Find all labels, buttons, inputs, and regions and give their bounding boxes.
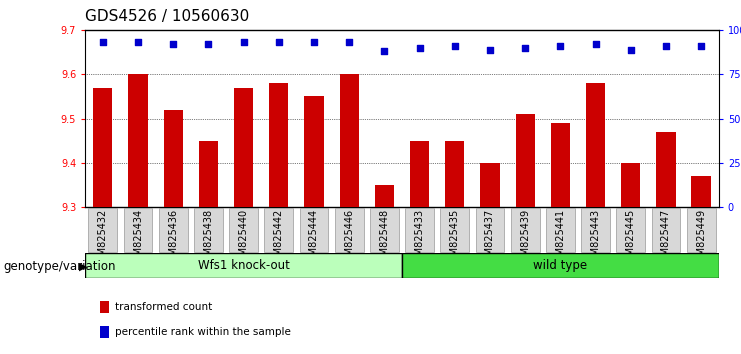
Text: GSM825440: GSM825440 [239, 209, 248, 268]
Point [273, 40, 285, 45]
Text: GSM825441: GSM825441 [556, 209, 565, 268]
Point [695, 43, 707, 49]
Point [449, 43, 461, 49]
FancyBboxPatch shape [476, 208, 505, 252]
Text: GSM825437: GSM825437 [485, 209, 495, 268]
Point [660, 43, 672, 49]
Point [484, 47, 496, 52]
FancyBboxPatch shape [229, 208, 258, 252]
Bar [305, 96, 324, 207]
Point [238, 40, 250, 45]
Bar [234, 87, 253, 207]
FancyBboxPatch shape [370, 208, 399, 252]
FancyBboxPatch shape [402, 253, 719, 278]
Text: Wfs1 knock-out: Wfs1 knock-out [198, 259, 290, 272]
Text: GSM825438: GSM825438 [204, 209, 213, 268]
Text: GSM825436: GSM825436 [168, 209, 178, 268]
Text: GSM825449: GSM825449 [697, 209, 706, 268]
FancyBboxPatch shape [617, 208, 645, 252]
FancyBboxPatch shape [85, 253, 402, 278]
FancyBboxPatch shape [88, 208, 117, 252]
FancyBboxPatch shape [335, 208, 364, 252]
Text: GSM825445: GSM825445 [626, 209, 636, 268]
Text: GSM825443: GSM825443 [591, 209, 600, 268]
Bar [586, 83, 605, 207]
FancyBboxPatch shape [546, 208, 575, 252]
Bar [410, 141, 429, 207]
Point [167, 41, 179, 47]
Text: GDS4526 / 10560630: GDS4526 / 10560630 [85, 9, 250, 24]
Bar [516, 114, 535, 207]
Text: ▶: ▶ [79, 261, 87, 271]
Bar [657, 132, 676, 207]
Bar [128, 74, 147, 207]
Text: GSM825447: GSM825447 [661, 209, 671, 268]
Bar [480, 163, 499, 207]
Text: GSM825444: GSM825444 [309, 209, 319, 268]
FancyBboxPatch shape [651, 208, 680, 252]
Text: GSM825439: GSM825439 [520, 209, 530, 268]
Point [379, 48, 391, 54]
Bar [551, 123, 570, 207]
Bar [199, 141, 218, 207]
Text: GSM825432: GSM825432 [98, 209, 107, 268]
Point [202, 41, 214, 47]
Point [413, 45, 425, 51]
FancyBboxPatch shape [299, 208, 328, 252]
FancyBboxPatch shape [265, 208, 293, 252]
Text: genotype/variation: genotype/variation [4, 260, 116, 273]
Point [308, 40, 320, 45]
Point [97, 40, 109, 45]
FancyBboxPatch shape [124, 208, 153, 252]
Bar [621, 163, 640, 207]
Point [343, 40, 355, 45]
Bar [164, 110, 183, 207]
Point [590, 41, 602, 47]
Bar [375, 185, 394, 207]
Bar [339, 74, 359, 207]
Text: GSM825446: GSM825446 [345, 209, 354, 268]
Bar [445, 141, 465, 207]
FancyBboxPatch shape [581, 208, 610, 252]
FancyBboxPatch shape [440, 208, 469, 252]
Text: GSM825433: GSM825433 [415, 209, 425, 268]
FancyBboxPatch shape [405, 208, 434, 252]
Bar [93, 87, 113, 207]
FancyBboxPatch shape [511, 208, 539, 252]
FancyBboxPatch shape [194, 208, 223, 252]
FancyBboxPatch shape [687, 208, 716, 252]
Text: GSM825435: GSM825435 [450, 209, 459, 268]
Text: transformed count: transformed count [115, 302, 212, 312]
Text: GSM825434: GSM825434 [133, 209, 143, 268]
Text: GSM825442: GSM825442 [274, 209, 284, 268]
Point [625, 47, 637, 52]
Point [554, 43, 566, 49]
Text: GSM825448: GSM825448 [379, 209, 389, 268]
Point [519, 45, 531, 51]
Bar [269, 83, 288, 207]
Point [132, 40, 144, 45]
Bar [691, 176, 711, 207]
Text: percentile rank within the sample: percentile rank within the sample [115, 327, 290, 337]
FancyBboxPatch shape [159, 208, 187, 252]
Text: wild type: wild type [534, 259, 588, 272]
